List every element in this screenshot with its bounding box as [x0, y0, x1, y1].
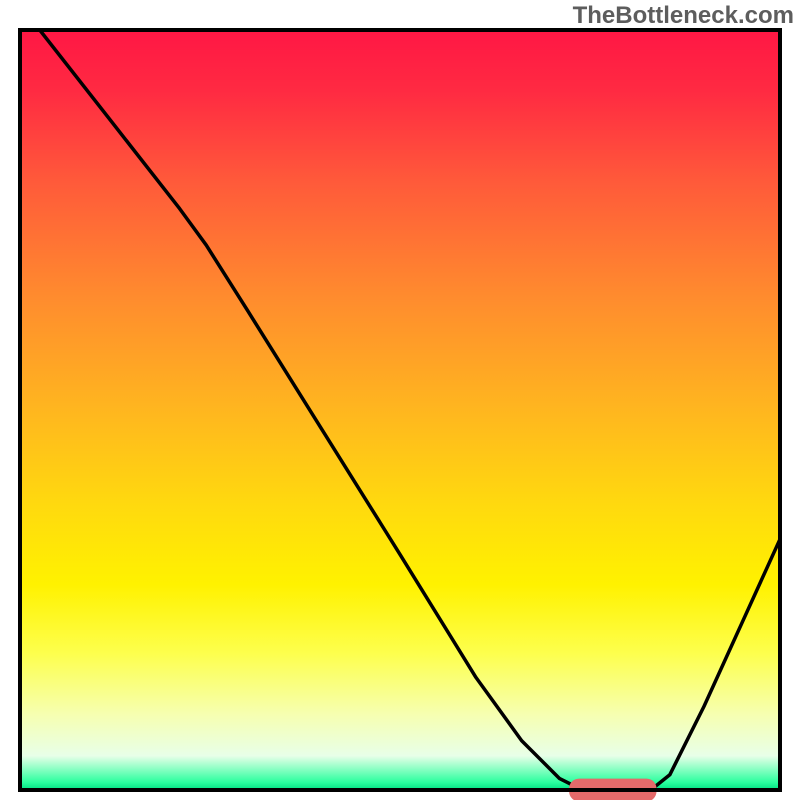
plot-background [20, 30, 780, 790]
watermark-label: TheBottleneck.com [573, 2, 794, 30]
bottleneck-curve-chart [0, 0, 800, 800]
chart-container: TheBottleneck.com [0, 0, 800, 800]
